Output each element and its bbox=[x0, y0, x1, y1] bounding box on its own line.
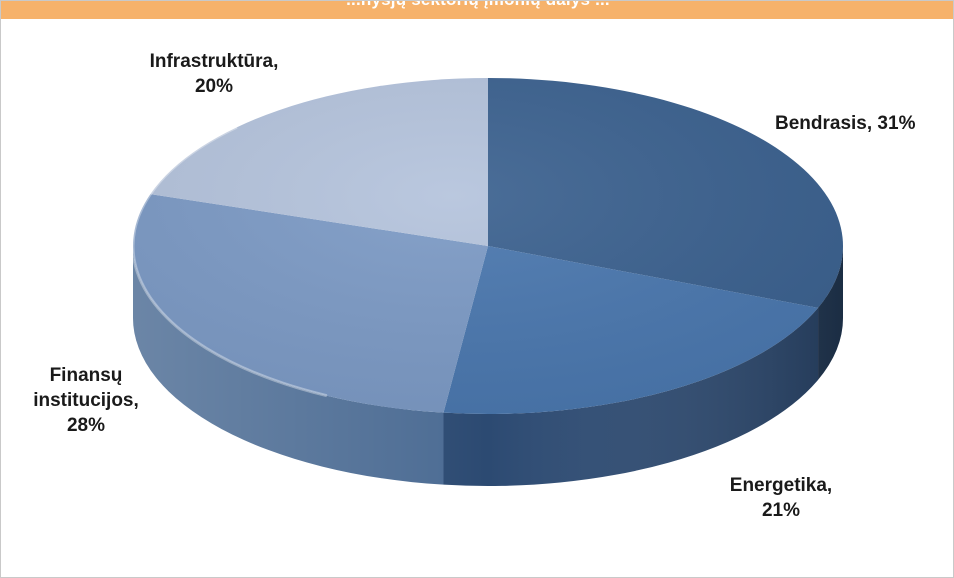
pie-rim-highlight bbox=[131, 125, 328, 398]
label-energetika-value: 21% bbox=[761, 500, 801, 521]
label-finansu-value: 28% bbox=[66, 415, 106, 436]
label-energetika: Energetika, 21% bbox=[713, 473, 849, 523]
label-finansu-name-line2: institucijos, bbox=[33, 390, 139, 411]
header-banner-title: ...nysjų sektorių įmonių dalys ... bbox=[1, 1, 953, 19]
label-finansu-name-line1: Finansų bbox=[49, 365, 123, 386]
label-infrastruktura-name: Infrastruktūra, bbox=[149, 51, 279, 72]
label-bendrasis-text: Bendrasis, 31% bbox=[775, 113, 916, 134]
label-energetika-name: Energetika, bbox=[729, 475, 833, 496]
pie-top-sheen bbox=[133, 78, 843, 414]
label-infrastruktura: Infrastruktūra, 20% bbox=[129, 49, 299, 99]
header-banner-title-text: ...nysjų sektorių įmonių dalys ... bbox=[1, 1, 953, 10]
label-infrastruktura-value: 20% bbox=[194, 76, 234, 97]
label-finansu: Finansų institucijos, 28% bbox=[15, 363, 157, 438]
header-banner bbox=[1, 1, 953, 19]
label-bendrasis: Bendrasis, 31% bbox=[775, 111, 915, 136]
pie-side-shading bbox=[133, 246, 843, 486]
